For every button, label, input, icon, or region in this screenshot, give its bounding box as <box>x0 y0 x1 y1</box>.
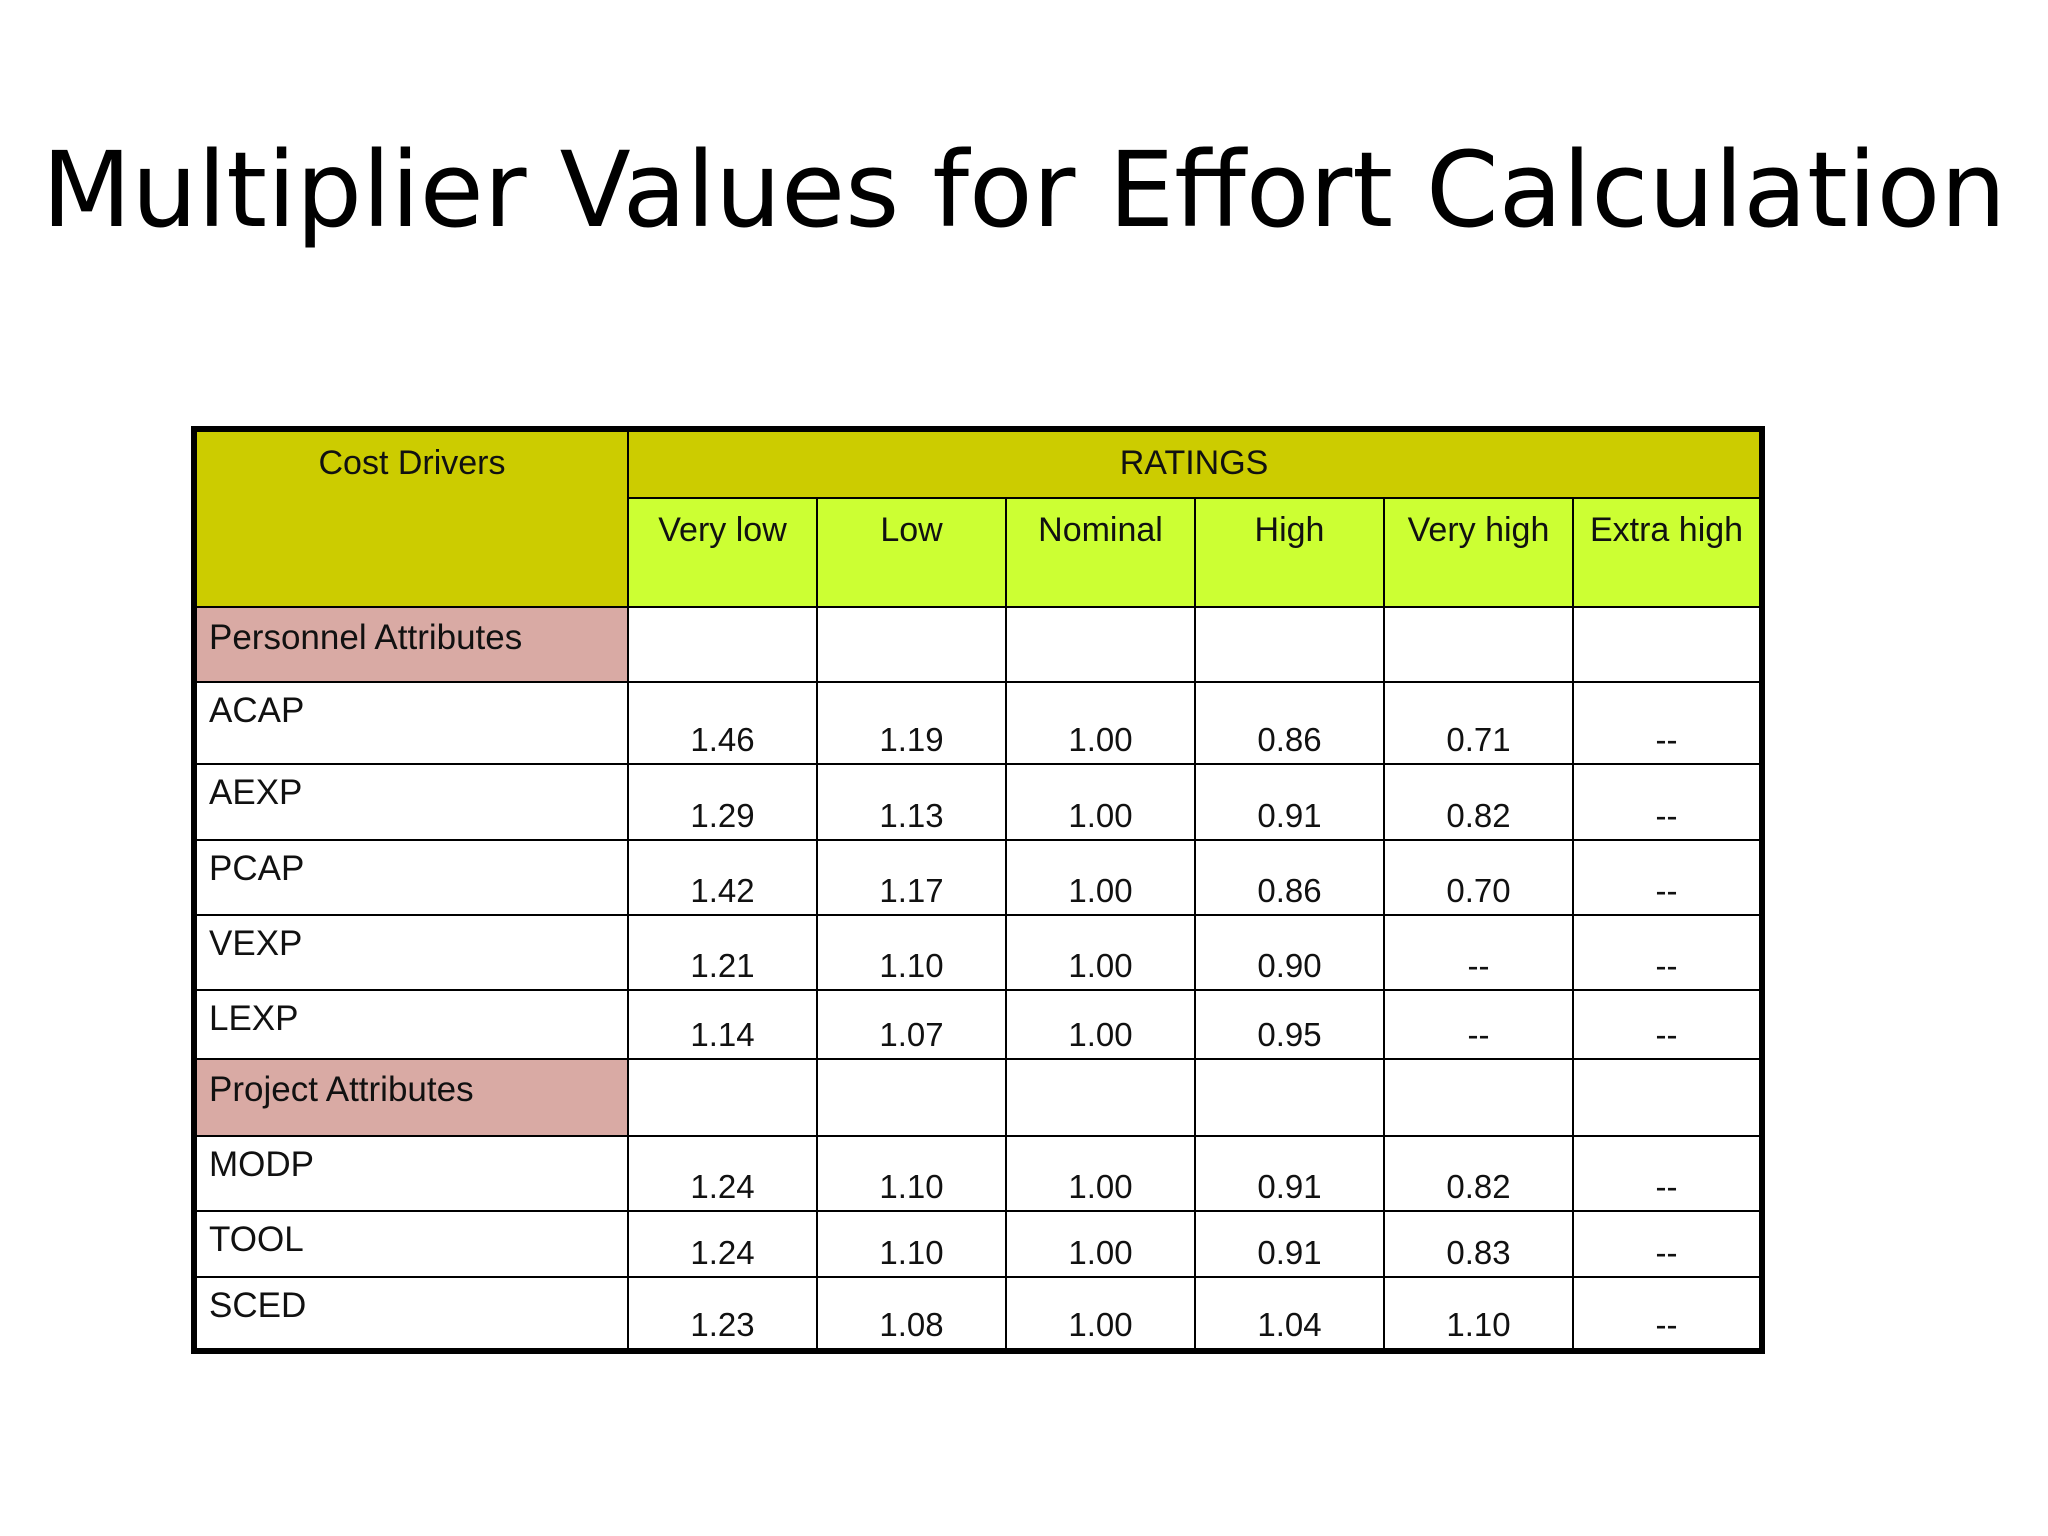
group-label: Project Attributes <box>193 1058 629 1137</box>
value-cell: 1.21 <box>627 914 818 991</box>
column-header-high: High <box>1194 497 1385 608</box>
value-cell: 1.00 <box>1005 839 1196 916</box>
value-cell: 1.00 <box>1005 989 1196 1060</box>
value-cell: 1.00 <box>1005 1276 1196 1352</box>
table-row: MODP 1.24 1.10 1.00 0.91 0.82 -- <box>193 1135 1764 1212</box>
value-cell: 1.10 <box>816 1210 1007 1278</box>
value-cell: 1.00 <box>1005 763 1196 841</box>
value-cell: 1.00 <box>1005 914 1196 991</box>
column-header-extra-high: Extra high <box>1571 497 1764 608</box>
value-cell: 1.13 <box>816 763 1007 841</box>
value-cell: 1.23 <box>627 1276 818 1352</box>
value-cell: 0.91 <box>1194 1210 1385 1278</box>
table-row: ACAP 1.46 1.19 1.00 0.86 0.71 -- <box>193 681 1764 765</box>
value-cell: -- <box>1571 839 1764 916</box>
empty-cell <box>816 1058 1007 1137</box>
header-row-top: Cost Drivers RATINGS <box>193 428 1764 608</box>
multiplier-table-container: Cost Drivers RATINGS Very low Low Nomina… <box>191 426 1766 1354</box>
slide-title: Multiplier Values for Effort Calculation <box>41 129 2007 251</box>
value-cell: 1.46 <box>627 681 818 765</box>
table-row: VEXP 1.21 1.10 1.00 0.90 -- -- <box>193 914 1764 991</box>
multiplier-table: Cost Drivers RATINGS Very low Low Nomina… <box>191 426 1766 1354</box>
value-cell: 1.42 <box>627 839 818 916</box>
empty-cell <box>1005 606 1196 683</box>
driver-name: SCED <box>193 1276 629 1352</box>
value-cell: 0.91 <box>1194 1135 1385 1212</box>
group-label: Personnel Attributes <box>193 606 629 683</box>
value-cell: 0.91 <box>1194 763 1385 841</box>
value-cell: -- <box>1571 1276 1764 1352</box>
value-cell: -- <box>1383 914 1574 991</box>
driver-name: MODP <box>193 1135 629 1212</box>
table-row: SCED 1.23 1.08 1.00 1.04 1.10 -- <box>193 1276 1764 1352</box>
value-cell: 1.10 <box>816 1135 1007 1212</box>
value-cell: 1.14 <box>627 989 818 1060</box>
value-cell: 1.07 <box>816 989 1007 1060</box>
value-cell: 0.71 <box>1383 681 1574 765</box>
driver-name: TOOL <box>193 1210 629 1278</box>
value-cell: 1.10 <box>816 914 1007 991</box>
value-cell: 0.86 <box>1194 839 1385 916</box>
value-cell: 0.82 <box>1383 763 1574 841</box>
value-cell: 1.00 <box>1005 1210 1196 1278</box>
value-cell: 0.90 <box>1194 914 1385 991</box>
driver-name: VEXP <box>193 914 629 991</box>
value-cell: 1.08 <box>816 1276 1007 1352</box>
value-cell: -- <box>1571 1135 1764 1212</box>
value-cell: 1.00 <box>1005 681 1196 765</box>
value-cell: 1.17 <box>816 839 1007 916</box>
column-header-low: Low <box>816 497 1007 608</box>
ratings-header: RATINGS <box>626 428 1764 499</box>
column-header-very-high: Very high <box>1383 497 1574 608</box>
table-row: AEXP 1.29 1.13 1.00 0.91 0.82 -- <box>193 763 1764 841</box>
value-cell: 1.00 <box>1005 1135 1196 1212</box>
driver-name: ACAP <box>193 681 629 765</box>
empty-cell <box>1194 1058 1385 1137</box>
column-header-nominal: Nominal <box>1005 497 1196 608</box>
empty-cell <box>627 606 818 683</box>
group-row-project: Project Attributes <box>193 1058 1764 1137</box>
value-cell: -- <box>1571 989 1764 1060</box>
empty-cell <box>1383 606 1574 683</box>
empty-cell <box>1194 606 1385 683</box>
value-cell: -- <box>1571 763 1764 841</box>
value-cell: -- <box>1383 989 1574 1060</box>
value-cell: 0.86 <box>1194 681 1385 765</box>
driver-name: AEXP <box>193 763 629 841</box>
group-row-personnel: Personnel Attributes <box>193 606 1764 683</box>
value-cell: -- <box>1571 681 1764 765</box>
table-row: LEXP 1.14 1.07 1.00 0.95 -- -- <box>193 989 1764 1060</box>
value-cell: 1.24 <box>627 1210 818 1278</box>
value-cell: 1.29 <box>627 763 818 841</box>
value-cell: 1.24 <box>627 1135 818 1212</box>
value-cell: 1.04 <box>1194 1276 1385 1352</box>
empty-cell <box>627 1058 818 1137</box>
empty-cell <box>1571 606 1764 683</box>
driver-name: LEXP <box>193 989 629 1060</box>
value-cell: 0.83 <box>1383 1210 1574 1278</box>
value-cell: 0.82 <box>1383 1135 1574 1212</box>
table-row: TOOL 1.24 1.10 1.00 0.91 0.83 -- <box>193 1210 1764 1278</box>
value-cell: 0.95 <box>1194 989 1385 1060</box>
empty-cell <box>1571 1058 1764 1137</box>
driver-name: PCAP <box>193 839 629 916</box>
value-cell: 1.10 <box>1383 1276 1574 1352</box>
column-header-very-low: Very low <box>627 497 818 608</box>
header-row-columns: Very low Low Nominal High Very high Extr… <box>194 497 1764 608</box>
value-cell: -- <box>1571 914 1764 991</box>
value-cell: -- <box>1571 1210 1764 1278</box>
empty-cell <box>1005 1058 1196 1137</box>
cost-drivers-header: Cost Drivers <box>193 428 629 608</box>
value-cell: 1.19 <box>816 681 1007 765</box>
value-cell: 0.70 <box>1383 839 1574 916</box>
empty-cell <box>1383 1058 1574 1137</box>
empty-cell <box>816 606 1007 683</box>
table-row: PCAP 1.42 1.17 1.00 0.86 0.70 -- <box>193 839 1764 916</box>
